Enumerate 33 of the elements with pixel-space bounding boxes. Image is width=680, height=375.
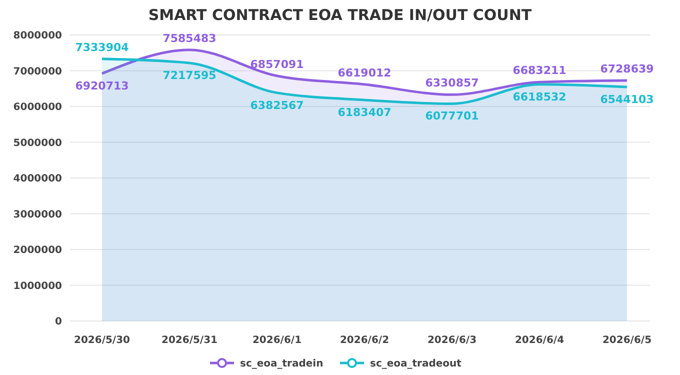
data-label: 6382567 <box>250 98 304 112</box>
y-tick-label: 1000000 <box>13 280 62 292</box>
y-tick-label: 6000000 <box>13 102 62 113</box>
y-tick-label: 7000000 <box>13 66 62 78</box>
data-label: 6920713 <box>75 80 129 93</box>
x-tick-label: 2026/6/1 <box>252 335 302 346</box>
data-label: 6618532 <box>512 90 566 104</box>
data-label: 6330857 <box>425 76 479 90</box>
y-tick-label: 2000000 <box>13 245 62 256</box>
data-label: 6544103 <box>600 93 654 106</box>
data-label: 7333904 <box>75 40 130 54</box>
x-tick-label: 2026/6/5 <box>602 335 652 346</box>
y-tick-label: 3000000 <box>13 209 62 220</box>
x-tick-label: 2026/5/30 <box>74 335 130 346</box>
x-tick-label: 2026/6/4 <box>514 335 564 346</box>
data-label: 6619012 <box>338 66 392 80</box>
y-tick-label: 4000000 <box>13 174 62 184</box>
y-tick-label: 8000000 <box>13 30 62 42</box>
x-tick-label: 2026/6/2 <box>340 335 390 346</box>
x-tick-label: 2026/5/31 <box>161 335 218 346</box>
data-label: 6683211 <box>512 64 566 78</box>
data-label: 6077701 <box>425 110 479 123</box>
legend-label: sc_eoa_tradeout <box>370 358 462 370</box>
y-tick-label: 0 <box>55 316 62 328</box>
data-label: 6857091 <box>250 58 304 71</box>
data-label: 6728639 <box>600 62 654 76</box>
data-label: 6183407 <box>338 106 392 119</box>
x-tick-label: 2026/6/3 <box>427 335 477 346</box>
data-label: 7217595 <box>162 68 216 82</box>
data-label: 7585483 <box>162 32 216 45</box>
legend-label: sc_eoa_tradein <box>240 358 324 370</box>
y-tick-label: 5000000 <box>13 138 62 149</box>
chart-title: SMART CONTRACT EOA TRADE IN/OUT COUNT <box>148 6 532 24</box>
